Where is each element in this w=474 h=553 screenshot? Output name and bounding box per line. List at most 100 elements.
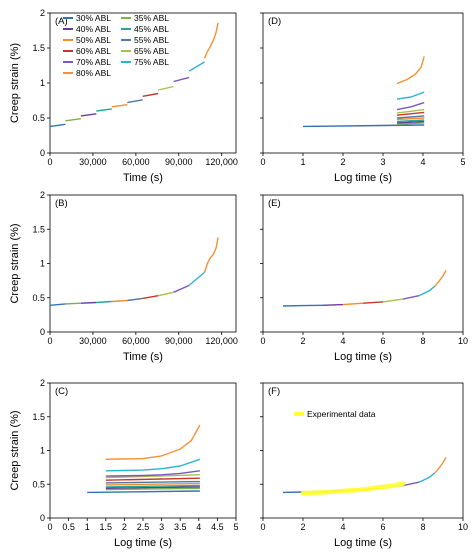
x-tick-label: 1 (85, 522, 90, 532)
series-line-30-abl (49, 123, 66, 128)
series-line-65-abl (382, 298, 404, 303)
series-line-55-abl (127, 297, 143, 302)
series-line-40-abl (396, 120, 425, 124)
legend-item-label: 70% ABL (76, 57, 111, 67)
x-tick-label: 1 (300, 157, 305, 167)
series-line-30-abl (282, 304, 324, 307)
series-line-45-abl (105, 484, 200, 488)
x-tick-label: 8 (420, 522, 425, 532)
series-line-50-abl (342, 302, 364, 306)
x-tick-label: 8 (420, 336, 425, 346)
x-tick-label: 2 (300, 522, 305, 532)
series-line-80-abl (203, 22, 219, 59)
series-line-50-abl (111, 104, 128, 108)
x-axis-label: Log time (s) (334, 172, 392, 184)
series-line-55-abl (396, 115, 425, 119)
y-tick-label: 1.5 (32, 43, 45, 53)
x-tick-label: 4 (196, 522, 201, 532)
series-line-75-abl (188, 271, 205, 286)
x-axis-label: Time (s) (123, 172, 163, 184)
x-tick-label: 6 (380, 336, 385, 346)
legend-item-label: 30% ABL (76, 13, 111, 23)
x-tick-label: 3 (159, 522, 164, 532)
series-line-60-abl (142, 295, 159, 300)
panel-label: (A) (55, 16, 68, 27)
series-line-45-abl (96, 108, 112, 112)
series-line-60-abl (105, 477, 200, 481)
x-tick-label: 120,000 (205, 157, 238, 167)
x-tick-label: 5 (460, 157, 465, 167)
series-line-75-abl (188, 61, 205, 72)
panel-label: (D) (268, 16, 281, 27)
series-line-70-abl (402, 295, 420, 300)
series-line-75-abl (105, 458, 201, 472)
chart-panel-5: (F) 0 2 4 6 8 10 Log time (s) (260, 382, 468, 549)
series-line-75-abl (418, 472, 436, 483)
x-tick-label: 0 (47, 157, 52, 167)
series-line-70-abl (396, 101, 425, 111)
x-tick-label: 6 (380, 522, 385, 532)
series-line-45-abl (96, 300, 112, 304)
series-line-55-abl (127, 99, 143, 104)
chart-panel-4: (E) 0 2 4 6 8 10 Log time (s) (260, 194, 468, 363)
series-line-40-abl (80, 113, 97, 117)
series-line-70-abl (402, 481, 420, 487)
series-line-65-abl (158, 85, 174, 91)
y-tick-label: 0.5 (32, 293, 45, 303)
y-axis-label: Creep strain (%) (9, 43, 21, 123)
series-line-75-abl (396, 91, 425, 100)
plot-frame (49, 12, 237, 154)
series-line-55-abl (105, 480, 200, 484)
y-tick-label: 0 (40, 327, 45, 337)
x-tick-label: 30,000 (79, 157, 107, 167)
series-line-70-abl (105, 470, 200, 477)
legend-item-label: 35% ABL (134, 13, 169, 23)
series-line-80-abl (434, 456, 447, 474)
series-line-80-abl (105, 424, 201, 460)
series-line-50-abl (105, 482, 200, 486)
x-tick-label: 10 (458, 522, 468, 532)
series-line-65-abl (158, 291, 174, 297)
panel-label: (B) (55, 198, 68, 209)
chart-panel-1: (B) 0 30,000 60,000 90,000 120,000 0 0.5 1 1.5 2 Ti… (9, 190, 238, 363)
legend-experimental-label: Experimental data (307, 409, 376, 419)
series-line-75-abl (418, 285, 436, 297)
legend-panel-f: Experimental data (294, 409, 376, 419)
x-tick-label: 10 (458, 336, 468, 346)
series-line-30-abl (302, 124, 425, 128)
legend-item-label: 75% ABL (134, 57, 169, 67)
x-tick-label: 4 (340, 522, 345, 532)
legend-item-label: 65% ABL (134, 46, 169, 56)
series-line-80-abl (434, 270, 447, 287)
y-tick-label: 1.5 (32, 224, 45, 234)
series-line-50-abl (111, 299, 128, 303)
panel-label: (F) (268, 386, 280, 397)
series-line-60-abl (142, 92, 159, 97)
x-tick-label: 30,000 (79, 336, 107, 346)
x-tick-label: 0 (47, 336, 52, 346)
series-line-80-abl (203, 237, 219, 273)
series-line-30-abl (87, 490, 200, 494)
legend-item-label: 80% ABL (76, 68, 111, 78)
series-line-60-abl (396, 111, 425, 116)
y-tick-label: 1 (40, 259, 45, 269)
series-line-60-abl (362, 301, 384, 304)
series-line-45-abl (396, 119, 425, 123)
x-tick-label: 4.5 (211, 522, 224, 532)
y-tick-label: 2 (40, 378, 45, 388)
y-axis-label: Creep strain (%) (9, 410, 21, 490)
x-tick-label: 5 (233, 522, 238, 532)
x-tick-label: 2.5 (137, 522, 150, 532)
series-line-35-abl (396, 122, 425, 125)
series-line-65-abl (105, 474, 200, 479)
x-tick-label: 0 (260, 336, 265, 346)
series-line-70-abl (173, 76, 190, 83)
x-tick-label: 120,000 (205, 336, 238, 346)
x-tick-label: 0.5 (62, 522, 75, 532)
legend-item-label: 50% ABL (76, 35, 111, 45)
series-line-35-abl (105, 487, 200, 491)
series-line-40-abl (105, 486, 200, 489)
legend-item-label: 60% ABL (76, 46, 111, 56)
x-tick-label: 2 (340, 157, 345, 167)
